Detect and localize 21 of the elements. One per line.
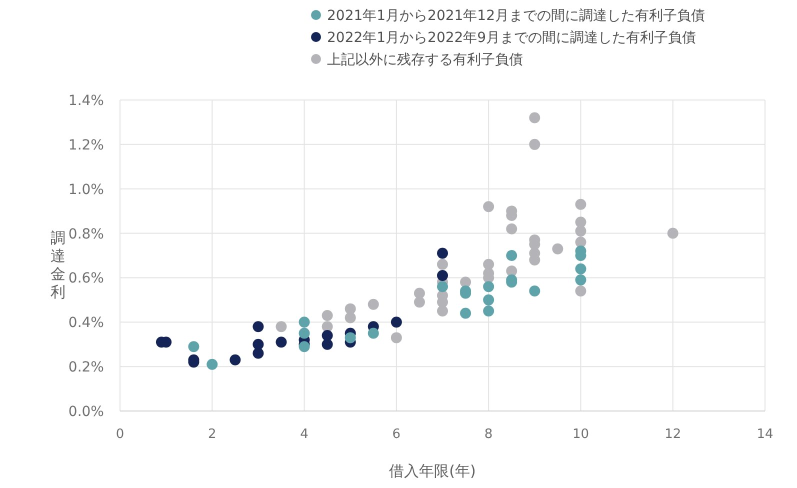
y-tick-label: 0.8% (68, 226, 104, 242)
legend-label: 2022年1月から2022年9月までの間に調達した有利子負債 (327, 30, 696, 46)
x-tick-label: 4 (300, 427, 308, 442)
y-tick-label: 1.4% (68, 93, 104, 109)
y-axis-title: 調達金利 (50, 229, 66, 301)
y-tick-label: 0.6% (68, 270, 104, 287)
x-axis-title: 借入年限(年) (389, 462, 476, 480)
legend-label: 上記以外に残存する有利子負債 (327, 52, 523, 68)
legend-label: 2021年1月から2021年12月までの間に調達した有利子負債 (327, 8, 705, 24)
x-tick-label: 6 (392, 427, 401, 442)
x-tick-label: 8 (484, 427, 493, 442)
x-tick-label: 12 (664, 427, 682, 442)
x-tick-label: 0 (116, 427, 124, 442)
x-tick-label: 14 (756, 427, 774, 442)
y-tick-label: 0.2% (68, 360, 104, 376)
x-tick-label: 2 (208, 427, 216, 442)
x-tick-label: 10 (572, 427, 589, 442)
y-tick-label: 0.4% (68, 315, 104, 332)
y-tick-label: 0.0% (68, 404, 104, 420)
y-tick-label: 1.0% (68, 182, 104, 198)
y-tick-label: 1.2% (68, 137, 104, 154)
